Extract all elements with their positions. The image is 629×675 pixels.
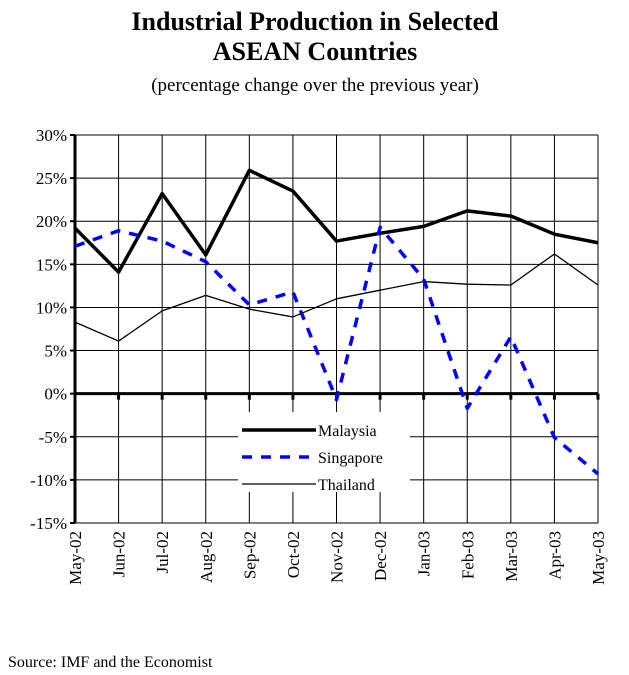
x-tick-label: Nov-02 xyxy=(328,531,347,583)
x-tick-label: Feb-03 xyxy=(458,531,477,579)
x-tick-label: Mar-03 xyxy=(502,531,521,582)
x-tick-label: Jul-02 xyxy=(153,531,172,574)
y-tick-label: -10% xyxy=(30,471,67,490)
y-tick-label: -5% xyxy=(39,428,67,447)
legend-label: Malaysia xyxy=(318,423,377,440)
x-tick-label: May-03 xyxy=(589,531,608,585)
legend-label: Thailand xyxy=(318,477,375,494)
x-tick-label: Sep-02 xyxy=(240,531,259,579)
y-tick-label: -15% xyxy=(30,514,67,533)
x-tick-label: Dec-02 xyxy=(371,531,390,581)
series-line xyxy=(74,225,600,476)
legend-box xyxy=(238,412,410,492)
chart-title: ASEAN Countries xyxy=(213,37,417,66)
x-tick-label: Jan-03 xyxy=(415,531,434,576)
series-line xyxy=(74,253,599,342)
y-tick-label: 30% xyxy=(36,126,67,145)
x-tick-label: May-02 xyxy=(66,531,85,585)
y-tick-label: 0% xyxy=(44,385,67,404)
y-tick-label: 25% xyxy=(36,169,67,188)
x-tick-label: Oct-02 xyxy=(284,531,303,578)
chart-title: Industrial Production in Selected xyxy=(131,7,499,36)
legend-label: Singapore xyxy=(318,450,383,467)
y-tick-label: 20% xyxy=(36,212,67,231)
chart-subtitle: (percentage change over the previous yea… xyxy=(151,75,479,96)
y-tick-label: 10% xyxy=(36,298,67,317)
series-line xyxy=(73,168,599,274)
x-tick-label: Aug-02 xyxy=(197,531,216,583)
source-note: Source: IMF and the Economist xyxy=(8,654,213,671)
x-tick-label: Apr-03 xyxy=(545,531,564,580)
x-tick-label: Jun-02 xyxy=(110,531,129,577)
y-tick-label: 5% xyxy=(44,342,67,361)
y-tick-label: 15% xyxy=(36,255,67,274)
